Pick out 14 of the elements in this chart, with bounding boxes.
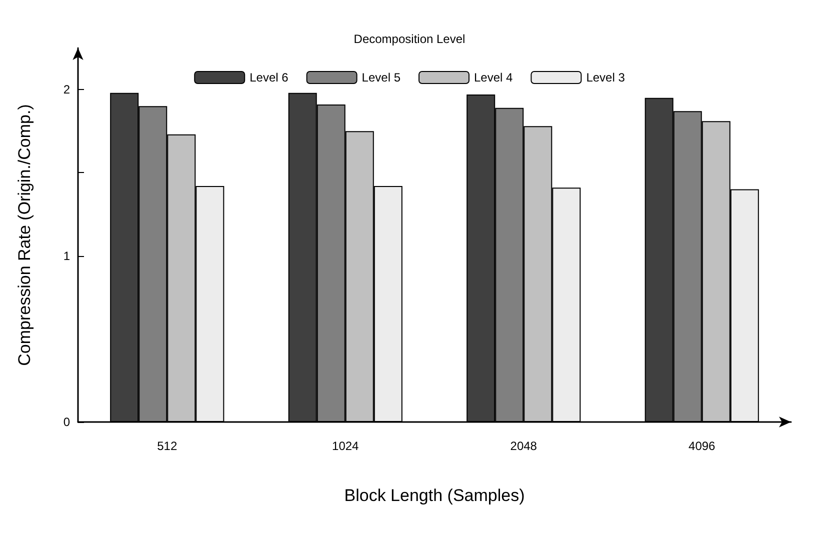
y-tick-label: 2 <box>63 82 70 97</box>
x-tick-label: 4096 <box>688 439 716 453</box>
legend-label: Level 4 <box>474 70 514 84</box>
x-tick-label: 512 <box>157 439 178 453</box>
legend-label: Level 5 <box>362 70 401 84</box>
y-axis-title: Compression Rate (Origin./Comp.) <box>15 104 34 366</box>
x-axis-title: Block Length (Samples) <box>344 486 525 505</box>
y-tick-label: 1 <box>63 248 70 263</box>
legend-label: Level 3 <box>586 70 626 84</box>
x-tick-label: 2048 <box>510 439 538 453</box>
y-tick-label: 0 <box>63 415 70 429</box>
x-tick-label: 1024 <box>332 439 360 453</box>
legend-title: Decomposition Level <box>354 32 466 46</box>
legend-label: Level 6 <box>250 70 289 84</box>
